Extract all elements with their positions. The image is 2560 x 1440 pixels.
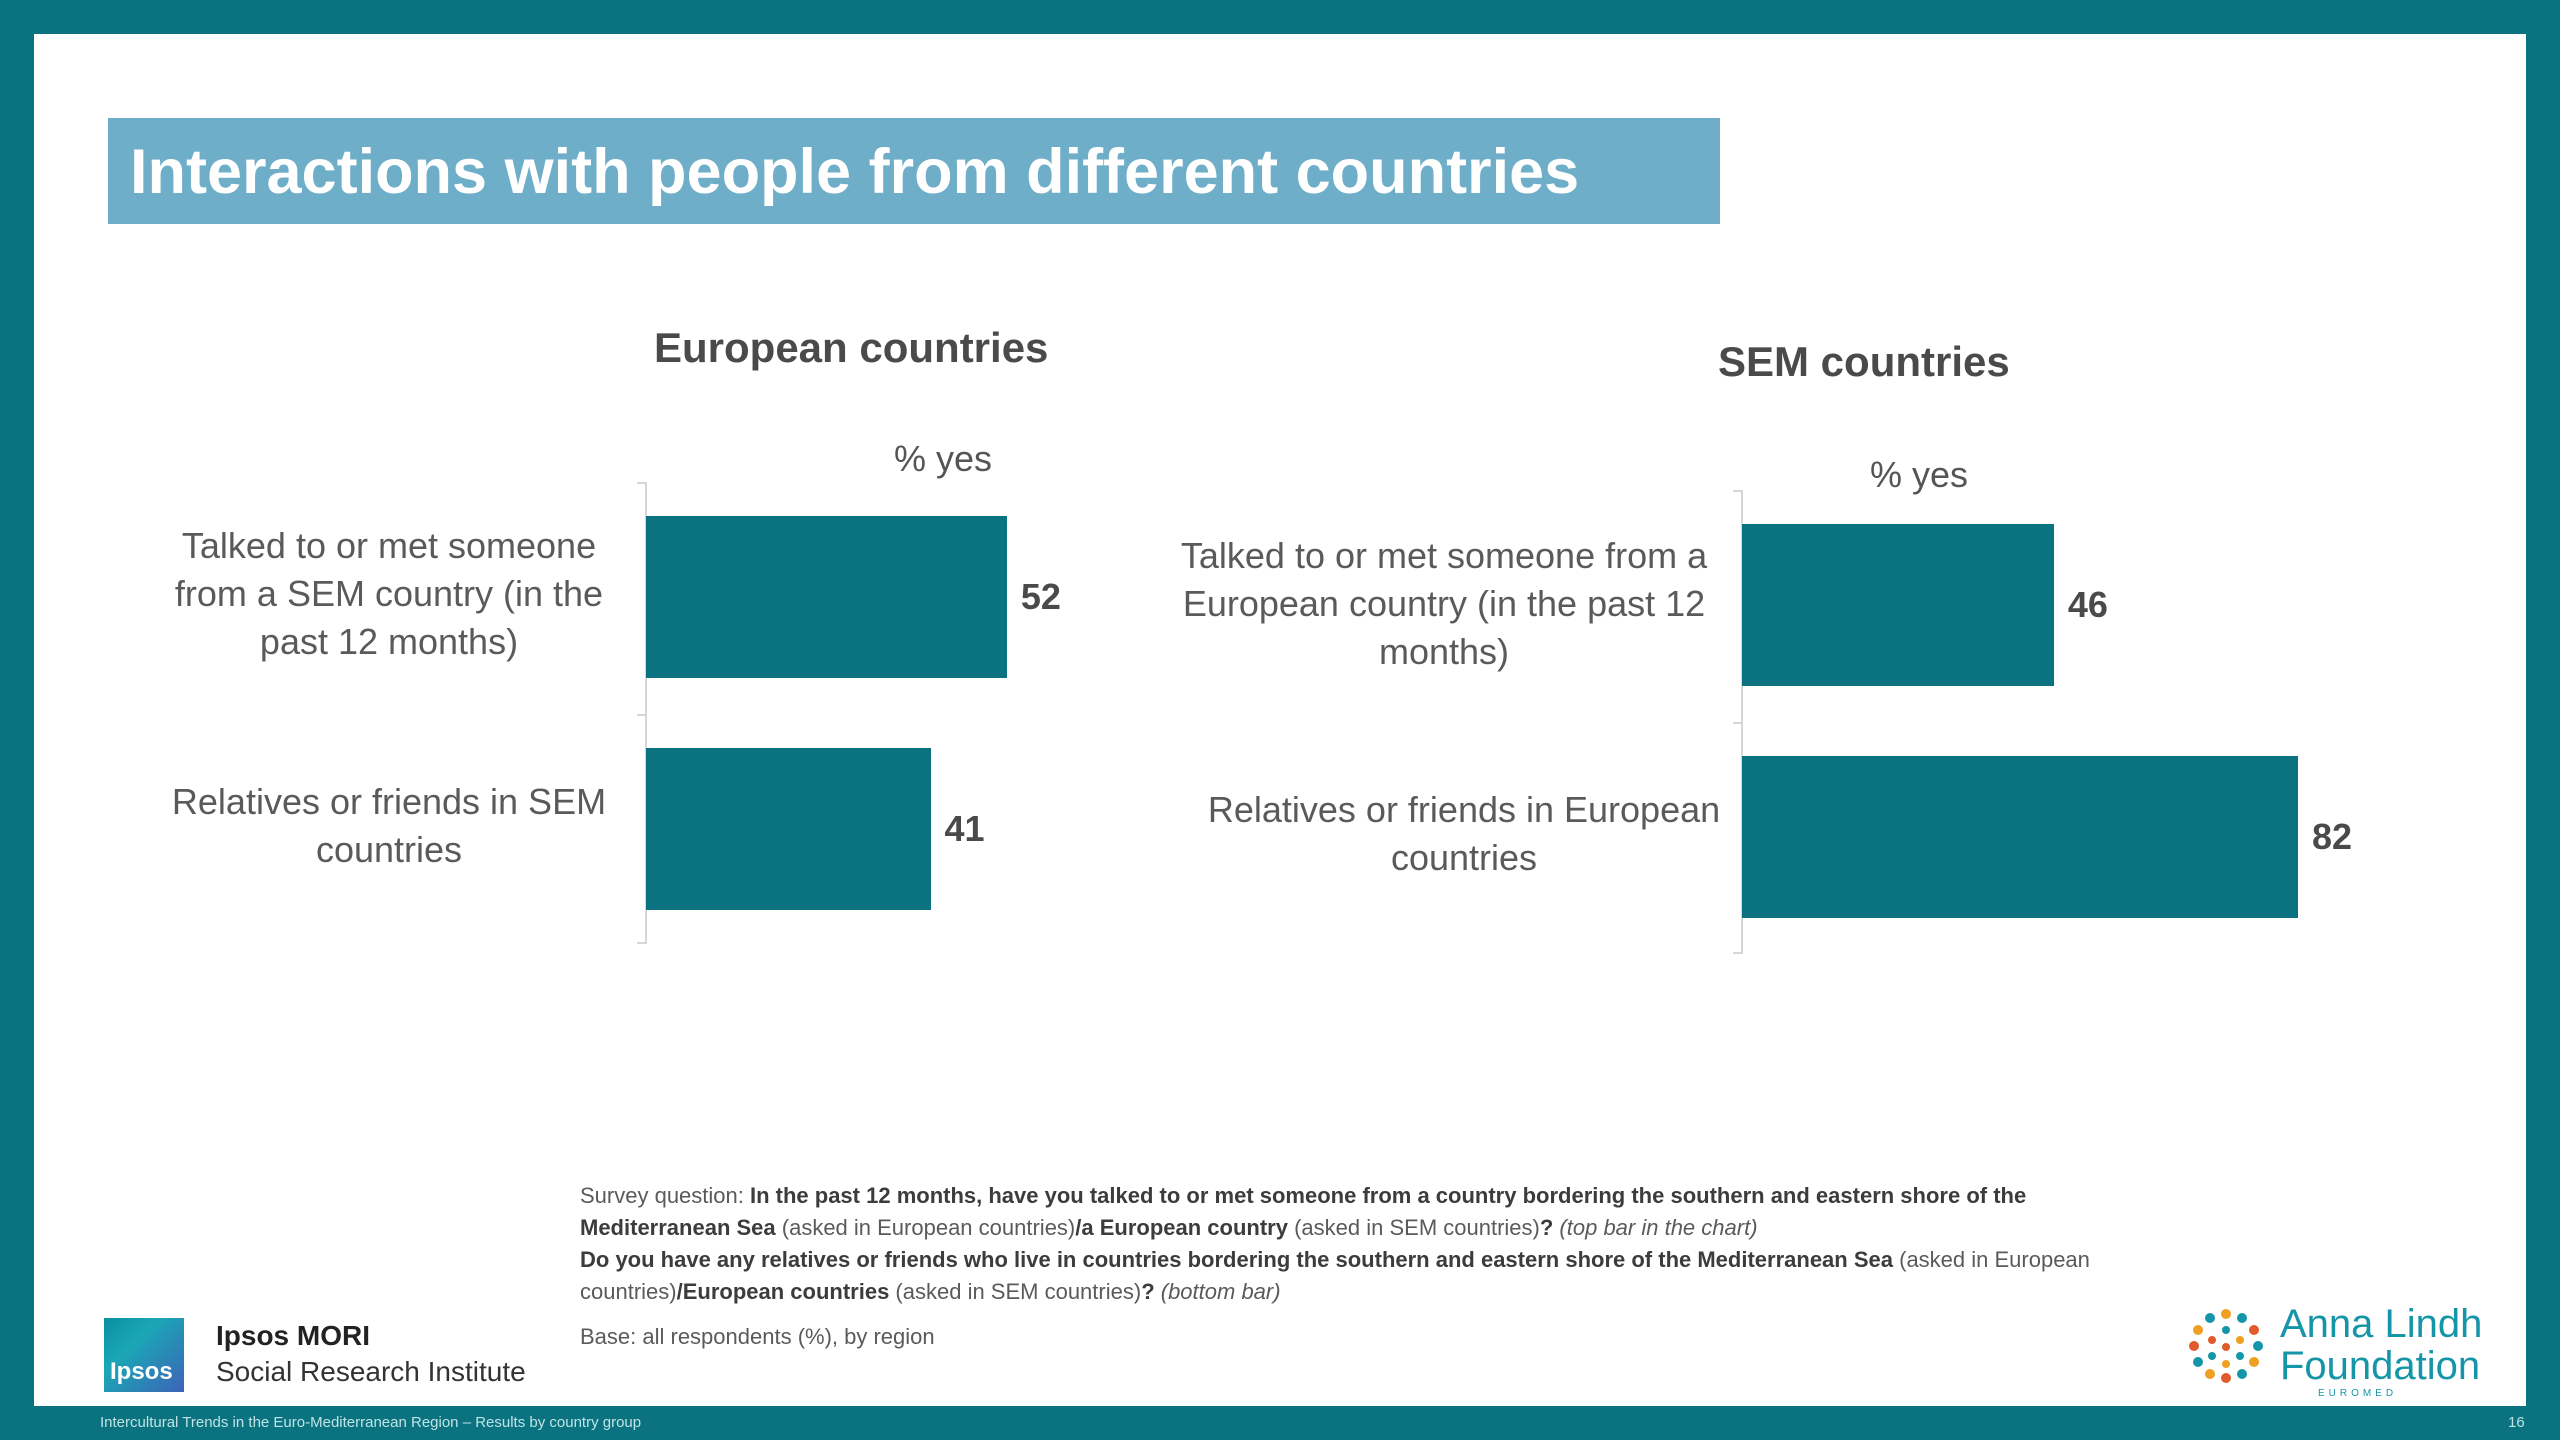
chart-title-sem: SEM countries — [1718, 338, 2010, 385]
page-number: 16 — [2508, 1414, 2525, 1431]
bar-european-relatives — [646, 748, 931, 910]
note-text: (asked in SEM countries) — [1287, 1215, 1540, 1240]
axis-label-sem: % yes — [1870, 454, 1969, 495]
category-label: Relatives or friends in SEM countries — [171, 781, 607, 870]
ipsos-logo: Ipsos — [104, 1318, 184, 1392]
category-label: Relatives or friends in European countri… — [1207, 789, 1721, 878]
bar-sem-relatives — [1742, 756, 2298, 918]
axis-tick — [637, 714, 647, 716]
title-banner: Interactions with people from different … — [108, 118, 1720, 224]
ipsos-subtitle: Social Research Institute — [216, 1356, 526, 1387]
axis-tick — [1733, 490, 1743, 492]
alf-name-line1: Anna Lindh — [2280, 1302, 2483, 1346]
data-label: 82 — [2311, 816, 2352, 857]
note-text: /a European country — [1075, 1215, 1288, 1240]
survey-notes: Survey question: In the past 12 months, … — [580, 1180, 2160, 1308]
category-label: Talked to or met someone from a European… — [1180, 535, 1708, 672]
chart-title-european: European countries — [654, 324, 1049, 371]
note-text: (asked in SEM countries) — [889, 1279, 1142, 1304]
ipsos-badge-text: Ipsos — [110, 1358, 173, 1385]
bar-sem-talked — [1742, 524, 2054, 686]
anna-lindh-dots-icon — [2189, 1309, 2263, 1383]
page-title: Interactions with people from different … — [130, 137, 1580, 207]
bar-european-talked — [646, 516, 1007, 678]
note-text: Survey question: — [580, 1183, 750, 1208]
data-label: 46 — [2067, 584, 2108, 625]
base-note: Base: all respondents (%), by region — [580, 1324, 935, 1349]
note-text: (asked in European countries) — [580, 1247, 2090, 1304]
data-label: 52 — [1020, 576, 1061, 617]
axis-tick — [637, 482, 647, 484]
axis-tick — [637, 942, 647, 944]
ipsos-name: Ipsos MORI — [216, 1320, 371, 1351]
axis-tick — [1733, 722, 1743, 724]
footer-caption: Intercultural Trends in the Euro-Mediter… — [100, 1414, 642, 1431]
note-text: ? — [1539, 1215, 1560, 1240]
axis-tick — [1733, 952, 1743, 954]
alf-name-line2: Foundation — [2280, 1344, 2481, 1388]
slide: Interactions with people from different … — [34, 34, 2526, 1406]
data-label: 41 — [944, 808, 985, 849]
axis-label-european: % yes — [894, 438, 993, 479]
note-text: (bottom bar) — [1160, 1279, 1281, 1304]
alf-name-line3: EUROMED — [2318, 1388, 2398, 1399]
note-text: ? — [1141, 1279, 1161, 1304]
category-label: Talked to or met someone from a SEM coun… — [174, 525, 604, 662]
axis-line-european — [645, 482, 647, 944]
note-text: (asked in European countries) — [775, 1215, 1076, 1240]
note-text: /European countries — [676, 1279, 890, 1304]
note-text: (top bar in the chart) — [1559, 1215, 1758, 1240]
note-text: Do you have any relatives or friends who… — [580, 1247, 1893, 1272]
note-text: In the past 12 months, have you talked t… — [580, 1183, 2027, 1240]
